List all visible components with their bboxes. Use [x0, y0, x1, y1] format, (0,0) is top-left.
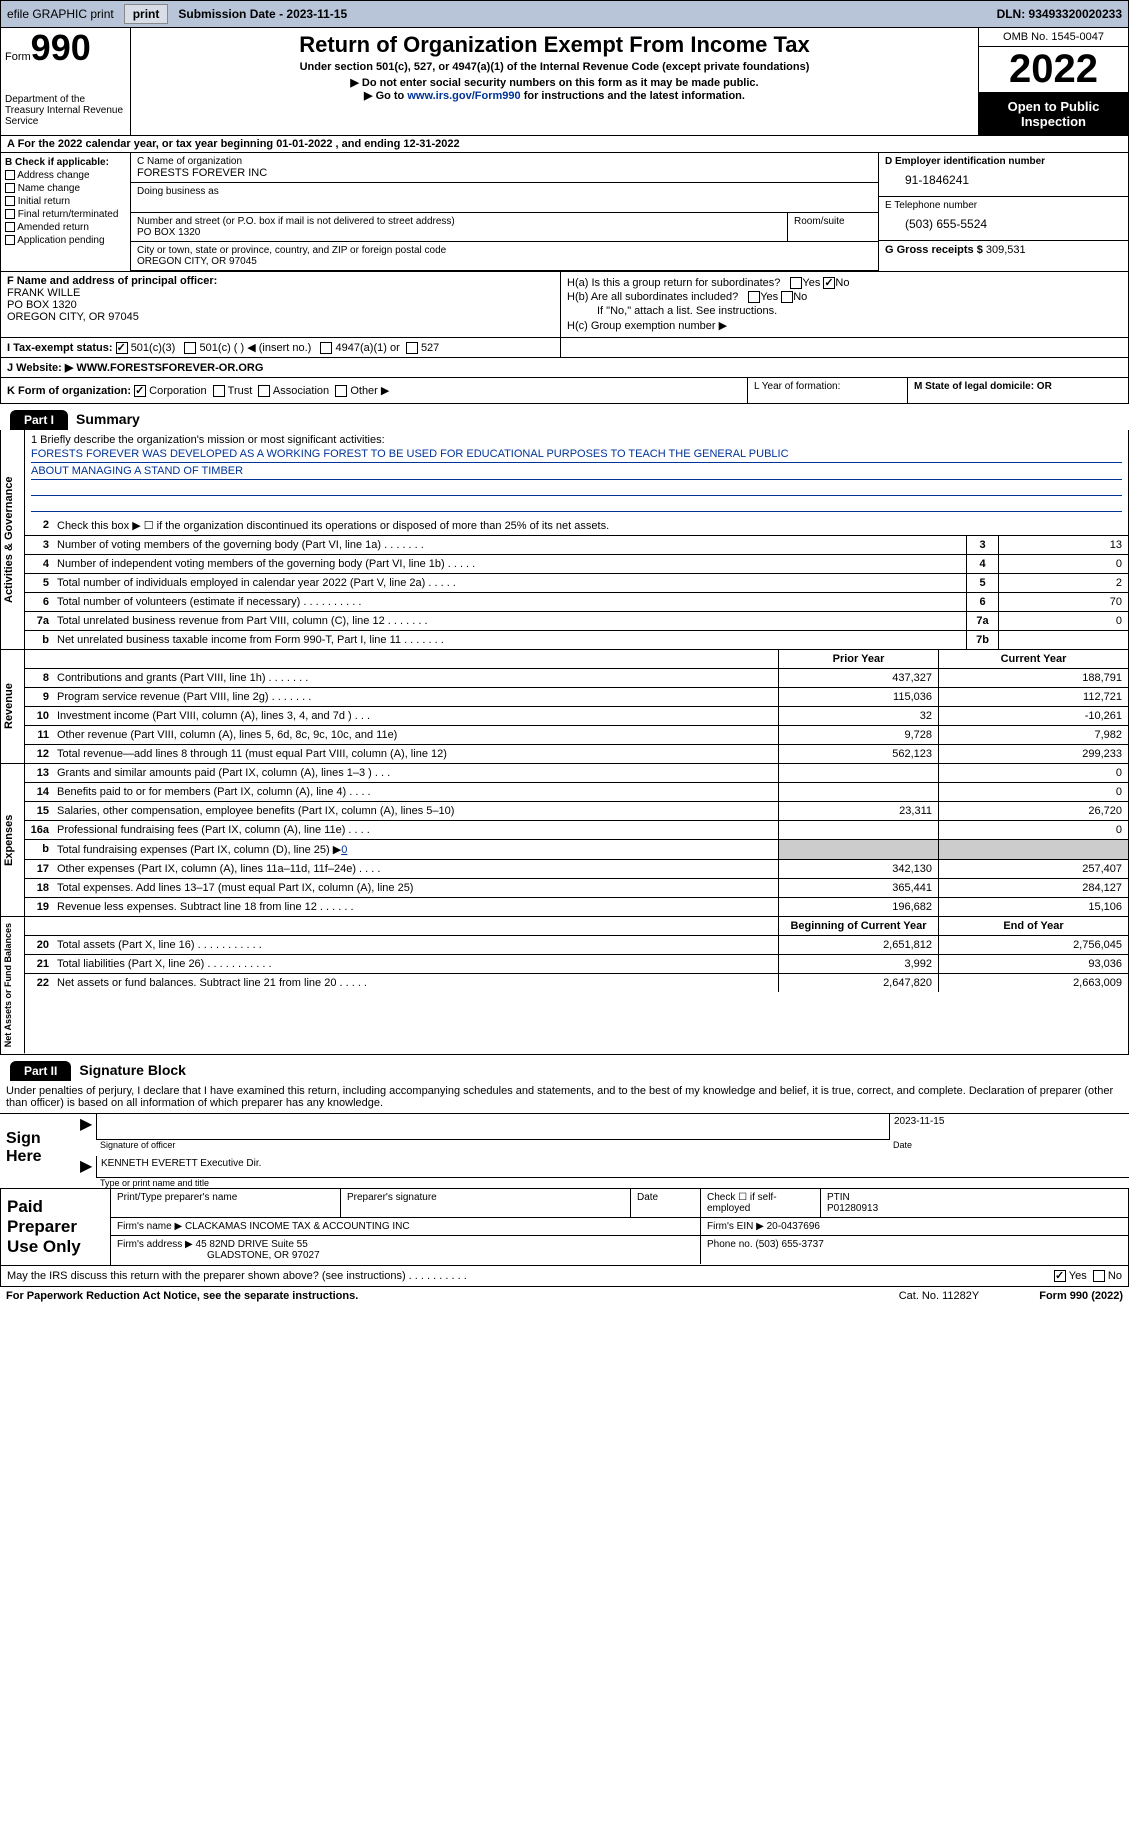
fundraising-link[interactable]: 0: [341, 844, 347, 856]
print-button[interactable]: print: [124, 4, 169, 24]
officer-name: KENNETH EVERETT Executive Dir.: [96, 1156, 1129, 1178]
chk-name[interactable]: [5, 183, 15, 193]
paid-preparer-label: Paid Preparer Use Only: [1, 1189, 111, 1265]
chk-other[interactable]: [335, 385, 347, 397]
box-c-street: Number and street (or P.O. box if mail i…: [131, 213, 788, 241]
chk-501c[interactable]: [184, 342, 196, 354]
discuss-row: May the IRS discuss this return with the…: [0, 1266, 1129, 1287]
box-d-ein: D Employer identification number 91-1846…: [879, 153, 1128, 197]
vtab-expenses: Expenses: [1, 764, 25, 916]
box-m: M State of legal domicile: OR: [908, 378, 1128, 403]
chk-corp[interactable]: [134, 385, 146, 397]
box-h: H(a) Is this a group return for subordin…: [561, 272, 1128, 337]
sign-date: 2023-11-15: [889, 1114, 1129, 1140]
vtab-revenue: Revenue: [1, 650, 25, 763]
box-j: J Website: ▶ WWW.FORESTSFOREVER-OR.ORG: [0, 358, 1129, 378]
row-fh: F Name and address of principal officer:…: [0, 272, 1129, 338]
form-word: Form: [5, 51, 31, 63]
part1-title: Summary: [68, 408, 148, 430]
declaration: Under penalties of perjury, I declare th…: [0, 1081, 1129, 1114]
netassets-section: Net Assets or Fund Balances Beginning of…: [0, 917, 1129, 1054]
box-g-gross: G Gross receipts $ 309,531: [879, 241, 1128, 259]
officer-signature: [96, 1114, 889, 1140]
box-c-city: City or town, state or province, country…: [131, 242, 878, 271]
box-c-room: Room/suite: [788, 213, 878, 241]
form-note2: ▶ Go to www.irs.gov/Form990 for instruct…: [139, 89, 970, 102]
box-b: B Check if applicable: Address change Na…: [1, 153, 131, 271]
form-header: Form990 Department of the Treasury Inter…: [0, 28, 1129, 136]
box-c-dba: Doing business as: [131, 183, 878, 213]
form-title: Return of Organization Exempt From Incom…: [139, 32, 970, 58]
box-l: L Year of formation:: [748, 378, 908, 403]
chk-ha-yes[interactable]: [790, 277, 802, 289]
form-note1: ▶ Do not enter social security numbers o…: [139, 76, 970, 89]
chk-hb-yes[interactable]: [748, 291, 760, 303]
paid-preparer-block: Paid Preparer Use Only Print/Type prepar…: [0, 1189, 1129, 1266]
chk-527[interactable]: [406, 342, 418, 354]
submission-date: Submission Date - 2023-11-15: [178, 7, 347, 21]
box-k: K Form of organization: Corporation Trus…: [1, 378, 748, 403]
chk-501c3[interactable]: [116, 342, 128, 354]
tax-year: 2022: [979, 47, 1128, 93]
vtab-activities: Activities & Governance: [1, 430, 25, 649]
chk-amended[interactable]: [5, 222, 15, 232]
row-i: I Tax-exempt status: 501(c)(3) 501(c) ( …: [0, 338, 1129, 358]
activities-governance: Activities & Governance 1 Briefly descri…: [0, 430, 1129, 650]
page-footer: For Paperwork Reduction Act Notice, see …: [0, 1287, 1129, 1305]
chk-4947[interactable]: [320, 342, 332, 354]
chk-hb-no[interactable]: [781, 291, 793, 303]
chk-pending[interactable]: [5, 235, 15, 245]
part2-header: Part II: [10, 1061, 71, 1081]
part2-title: Signature Block: [71, 1059, 194, 1081]
chk-trust[interactable]: [213, 385, 225, 397]
form-number: 990: [31, 27, 91, 68]
box-b-label: B Check if applicable:: [5, 157, 126, 168]
row-a-calendar: A For the 2022 calendar year, or tax yea…: [0, 136, 1129, 153]
chk-discuss-no[interactable]: [1093, 1270, 1105, 1282]
box-f: F Name and address of principal officer:…: [1, 272, 561, 337]
sign-here-block: Sign Here ▶ 2023-11-15 Signature of offi…: [0, 1114, 1129, 1189]
mission: 1 Briefly describe the organization's mi…: [25, 430, 1128, 516]
dln: DLN: 93493320020233: [997, 7, 1122, 21]
chk-final[interactable]: [5, 209, 15, 219]
omb-number: OMB No. 1545-0047: [979, 28, 1128, 47]
row-klm: K Form of organization: Corporation Trus…: [0, 378, 1129, 404]
box-c-name: C Name of organization FORESTS FOREVER I…: [131, 153, 878, 183]
chk-address[interactable]: [5, 170, 15, 180]
block-bcdefg: B Check if applicable: Address change Na…: [0, 153, 1129, 272]
vtab-netassets: Net Assets or Fund Balances: [1, 917, 25, 1053]
arrow-icon: ▶: [80, 1114, 96, 1140]
expenses-section: Expenses 13Grants and similar amounts pa…: [0, 764, 1129, 917]
form-subtitle: Under section 501(c), 527, or 4947(a)(1)…: [139, 61, 970, 73]
chk-assoc[interactable]: [258, 385, 270, 397]
chk-discuss-yes[interactable]: [1054, 1270, 1066, 1282]
top-bar: efile GRAPHIC print print Submission Dat…: [0, 0, 1129, 28]
chk-ha-no[interactable]: [823, 277, 835, 289]
sign-here-label: Sign Here: [0, 1114, 80, 1188]
revenue-section: Revenue Prior YearCurrent Year 8Contribu…: [0, 650, 1129, 764]
box-i: I Tax-exempt status: 501(c)(3) 501(c) ( …: [1, 338, 561, 357]
inspection-notice: Open to Public Inspection: [979, 93, 1128, 135]
arrow-icon: ▶: [80, 1156, 96, 1178]
efile-label: efile GRAPHIC print: [7, 7, 114, 21]
irs-link[interactable]: www.irs.gov/Form990: [407, 90, 520, 102]
box-e-phone: E Telephone number (503) 655-5524: [879, 197, 1128, 241]
part1-header: Part I: [10, 410, 68, 430]
chk-initial[interactable]: [5, 196, 15, 206]
department: Department of the Treasury Internal Reve…: [5, 94, 126, 127]
